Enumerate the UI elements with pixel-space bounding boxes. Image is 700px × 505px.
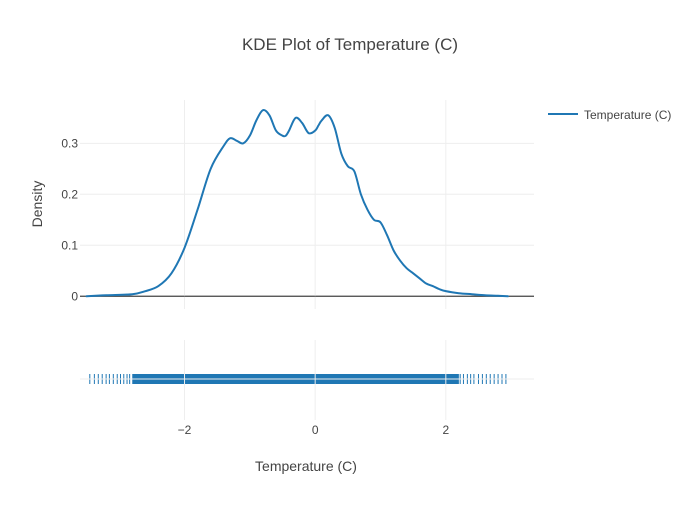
kde-panel: 0 0.1 0.2 0.3 bbox=[61, 100, 534, 309]
kde-y-ticks: 0 0.1 0.2 0.3 bbox=[61, 136, 78, 303]
kde-y-tick-label: 0.2 bbox=[61, 187, 78, 201]
kde-y-tick-label: 0.3 bbox=[61, 136, 78, 150]
x-tick-label: −2 bbox=[178, 423, 192, 437]
x-tick-label: 0 bbox=[312, 423, 319, 437]
rug-panel bbox=[80, 340, 534, 420]
chart-title: KDE Plot of Temperature (C) bbox=[242, 35, 458, 54]
x-tick-label: 2 bbox=[442, 423, 449, 437]
legend-label: Temperature (C) bbox=[584, 108, 671, 122]
legend[interactable]: Temperature (C) bbox=[548, 108, 671, 122]
kde-curve-layer bbox=[85, 109, 509, 298]
kde-curve[interactable] bbox=[85, 109, 509, 298]
y-axis-label: Density bbox=[29, 181, 45, 228]
x-axis-ticks: −2 0 2 bbox=[178, 423, 450, 437]
kde-y-tick-label: 0.1 bbox=[61, 238, 78, 252]
kde-grid bbox=[80, 100, 534, 309]
kde-y-tick-label: 0 bbox=[71, 289, 78, 303]
x-axis-label: Temperature (C) bbox=[255, 458, 357, 474]
